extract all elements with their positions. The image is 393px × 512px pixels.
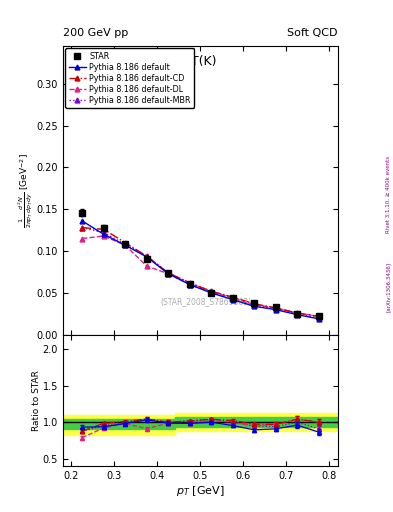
Text: Soft QCD: Soft QCD (288, 28, 338, 38)
Legend: STAR, Pythia 8.186 default, Pythia 8.186 default-CD, Pythia 8.186 default-DL, Py: STAR, Pythia 8.186 default, Pythia 8.186… (65, 49, 194, 108)
Y-axis label: Ratio to STAR: Ratio to STAR (32, 370, 41, 431)
Text: pT(K): pT(K) (184, 55, 217, 68)
Text: [arXiv:1306.3436]: [arXiv:1306.3436] (386, 262, 391, 312)
X-axis label: $p_T$ [GeV]: $p_T$ [GeV] (176, 483, 225, 498)
Text: (STAR_2008_S7869363): (STAR_2008_S7869363) (160, 297, 252, 306)
Text: 200 GeV pp: 200 GeV pp (63, 28, 128, 38)
Text: Rivet 3.1.10, ≥ 400k events: Rivet 3.1.10, ≥ 400k events (386, 156, 391, 233)
Y-axis label: $\frac{1}{2\pi p_T}\frac{d^2N}{dp_T dy}$ [GeV$^{-2}$]: $\frac{1}{2\pi p_T}\frac{d^2N}{dp_T dy}$… (17, 153, 35, 228)
